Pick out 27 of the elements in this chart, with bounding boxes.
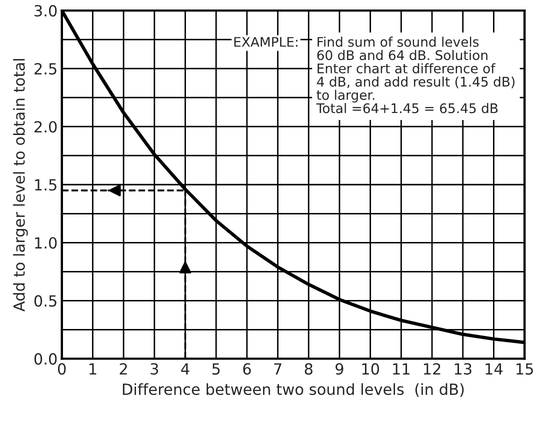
x-tick-label: 3 [150,363,158,375]
x-tick-label: 1 [90,363,96,374]
x-tick-label: 14 [486,363,503,374]
y-tick-label: 0.5 [34,295,56,307]
y-tick-label: 3.0 [34,5,57,17]
x-tick-label: 2 [120,363,127,374]
x-tick-label: 12 [424,363,440,374]
x-tick-label: 0 [58,363,66,375]
y-tick-label: 0.0 [34,353,57,365]
x-tick-label: 4 [181,363,190,374]
x-tick-label: 9 [336,363,344,375]
x-tick-label: 13 [454,363,472,375]
annotation: EXAMPLE: [234,37,298,47]
x-tick-label: 8 [304,363,312,375]
y-tick-label: 1.0 [35,237,57,249]
annotation: Find sum of sound levels 60 dB and 64 dB. Solution Enter chart at difference of 4 dB, and add result (1.45 dB) to larger. Total =64+1.45 = 65.45 dB [316,36,514,114]
y-tick-label: 2.0 [34,121,57,133]
x-axis-title: Difference between two sound levels (in dB) [122,383,464,397]
x-tick-label: 7 [274,363,282,374]
x-tick-label: 6 [243,363,251,375]
x-tick-label: 5 [212,363,220,375]
x-tick-label: 10 [362,363,380,375]
y-axis-title: Add to larger level to obtain total [13,59,28,312]
y-tick-label: 2.5 [34,63,56,75]
x-tick-label: 15 [516,363,533,375]
y-tick-label: 1.5 [35,179,56,191]
x-tick-label: 11 [393,363,410,374]
